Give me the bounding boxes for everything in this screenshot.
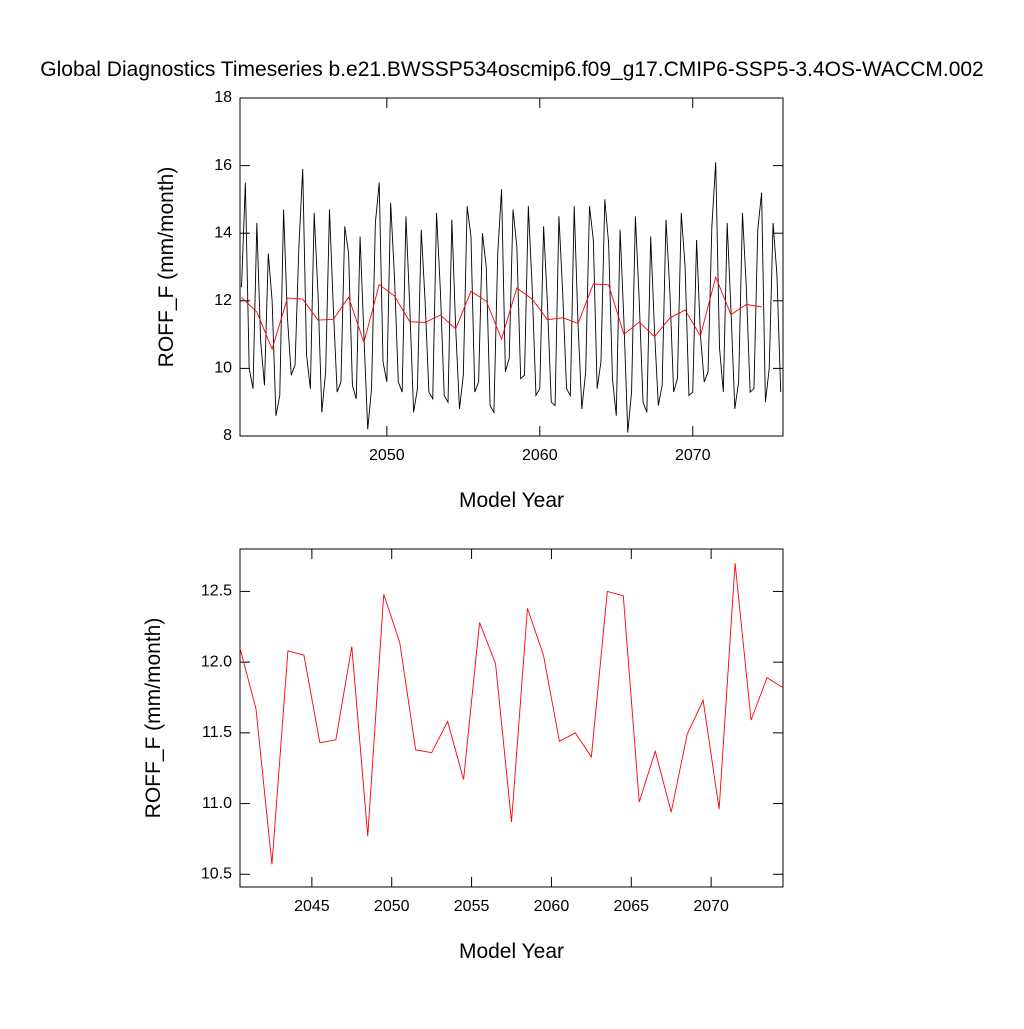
y-axis-label: ROFF_F (mm/month) <box>142 618 165 819</box>
y-tick-label: 12.0 <box>201 653 232 670</box>
y-tick-label: 12 <box>214 292 232 309</box>
x-tick-label: 2060 <box>522 447 558 464</box>
x-axis-label: Model Year <box>459 940 564 963</box>
x-tick-label: 2050 <box>369 447 405 464</box>
x-tick-label: 2070 <box>693 898 729 915</box>
y-tick-label: 11.5 <box>202 724 232 741</box>
data-line <box>241 162 782 433</box>
x-tick-label: 2055 <box>454 898 490 915</box>
x-tick-label: 2070 <box>675 447 711 464</box>
chart-title: Global Diagnostics Timeseries b.e21.BWSS… <box>40 58 983 81</box>
data-line <box>239 563 784 865</box>
x-tick-label: 2060 <box>534 898 570 915</box>
x-axis-label: Model Year <box>459 489 564 512</box>
x-tick-label: 2045 <box>294 898 330 915</box>
x-tick-label: 2050 <box>374 898 410 915</box>
y-tick-label: 11.0 <box>202 795 232 812</box>
y-tick-label: 18 <box>214 89 232 106</box>
y-tick-label: 16 <box>214 157 232 174</box>
y-tick-label: 10 <box>214 360 232 377</box>
y-tick-label: 8 <box>223 427 232 444</box>
y-axis-label: ROFF_F (mm/month) <box>155 167 178 368</box>
y-tick-label: 14 <box>214 224 232 241</box>
x-tick-label: 2065 <box>613 898 649 915</box>
data-line <box>241 275 762 351</box>
y-tick-label: 10.5 <box>201 865 232 882</box>
plot-frame <box>239 548 784 888</box>
y-tick-label: 12.5 <box>201 583 232 600</box>
plot-frame <box>239 97 784 437</box>
